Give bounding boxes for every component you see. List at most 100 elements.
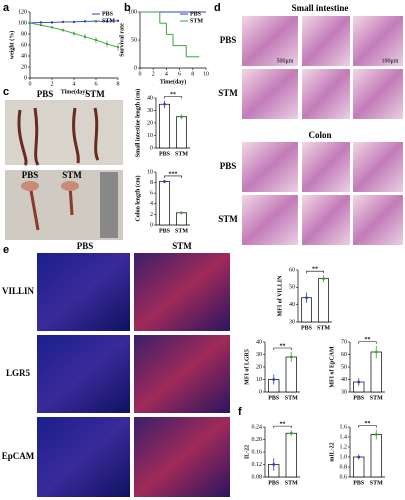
bar (353, 456, 365, 478)
y-tick-label: 0.12 (252, 462, 263, 468)
significance-label: ** (365, 337, 371, 343)
point (72, 20, 76, 24)
y-axis-label: Colon length (cm) (134, 176, 141, 222)
point (94, 38, 98, 42)
y-tick-label: 100 (18, 20, 27, 26)
y-tick-label: 10 (256, 377, 262, 383)
x-tick-label: 4 (165, 71, 168, 77)
significance-bracket (273, 347, 292, 350)
y-axis-label: mIL-22 (329, 442, 335, 461)
image (302, 142, 350, 192)
row-label: STM (218, 214, 238, 224)
significance-bracket (164, 175, 182, 178)
point (83, 20, 87, 23)
y-tick-label: 40 (21, 53, 27, 59)
y-tick-label: 40 (147, 95, 153, 101)
y-tick-label: 4 (150, 201, 153, 207)
panel-label: c (3, 86, 9, 98)
significance-bracket (164, 96, 182, 99)
x-tick-label: STM (175, 151, 188, 157)
image (302, 69, 350, 119)
y-tick-label: 1.4 (340, 434, 348, 440)
x-tick-label: 8 (191, 71, 194, 77)
y-tick-label: 0 (134, 65, 137, 71)
x-tick-label: PBS (159, 151, 171, 157)
y-axis-label: MFI of EpCAM (329, 346, 335, 388)
x-tick-label: 4 (73, 81, 76, 87)
y-tick-label: 0.16 (252, 449, 263, 455)
legend-label: PBS (190, 11, 202, 17)
y-tick-label: 30 (341, 389, 347, 395)
y-tick-label: 10 (147, 133, 153, 139)
x-tick-label: PBS (353, 480, 365, 486)
tissue (61, 181, 79, 191)
point (116, 19, 120, 22)
point (50, 26, 54, 29)
y-tick-label: 60 (289, 267, 295, 273)
point (289, 431, 293, 435)
x-tick-label: PBS (353, 395, 365, 401)
image (134, 253, 230, 331)
photo-label: PBS (22, 170, 39, 180)
x-tick-label: STM (370, 480, 383, 486)
point (305, 296, 308, 300)
section-title: Colon (308, 130, 331, 140)
x-tick-label: STM (175, 228, 188, 234)
point (163, 102, 166, 106)
y-tick-label: 0 (259, 389, 262, 395)
if-images (37, 253, 230, 497)
section-title: Small intestine (292, 3, 349, 13)
y-axis-label: MFI of VILLIN (277, 275, 283, 317)
y-tick-label: 50 (289, 285, 295, 291)
bar (285, 432, 297, 478)
y-tick-label: 20 (256, 364, 262, 370)
legend-label: STM (102, 18, 115, 24)
bar (285, 356, 297, 393)
image (134, 417, 230, 497)
point (180, 211, 183, 215)
significance-label: *** (169, 171, 178, 177)
y-tick-label: 20 (147, 120, 153, 126)
image (242, 195, 298, 245)
x-tick-label: STM (370, 395, 383, 401)
y-tick-label: 60 (21, 42, 27, 48)
y-tick-label: 40 (289, 302, 295, 308)
y-tick-label: 40 (256, 339, 262, 345)
legend-label: STM (190, 18, 203, 24)
point (83, 35, 87, 38)
panel-label: b (124, 2, 131, 14)
x-tick-label: PBS (301, 325, 313, 331)
y-tick-label: 80 (21, 31, 27, 37)
point (61, 28, 65, 32)
x-tick-label: 6 (178, 71, 181, 77)
image (302, 16, 350, 66)
y-tick-label: 6 (150, 191, 153, 197)
point (374, 433, 378, 436)
y-tick-label: 0.24 (252, 424, 263, 430)
row-label: LGR5 (6, 368, 31, 378)
legend-label: PBS (102, 11, 114, 17)
y-tick-label: 30 (289, 319, 295, 325)
x-tick-label: 8 (117, 81, 120, 87)
point (163, 180, 166, 183)
y-tick-label: 1.6 (340, 424, 348, 430)
image (242, 142, 298, 192)
photo-label: STM (62, 170, 82, 180)
significance-label: ** (170, 92, 176, 98)
significance-bracket (306, 270, 324, 274)
significance-bracket (358, 425, 377, 428)
x-tick-label: 2 (51, 81, 54, 87)
x-axis-label: Time(day) (160, 78, 187, 85)
image (353, 142, 403, 192)
row-label: PBS (220, 35, 237, 45)
photo-label: PBS (37, 89, 54, 99)
image (302, 195, 350, 245)
y-axis-label: IL-22 (244, 445, 250, 459)
point (374, 350, 378, 354)
point (105, 20, 109, 23)
row-label: EpCAM (2, 451, 35, 461)
y-tick-label: 40 (341, 377, 347, 383)
y-tick-label: 0.6 (340, 474, 348, 480)
y-tick-label: 100 (128, 9, 137, 15)
